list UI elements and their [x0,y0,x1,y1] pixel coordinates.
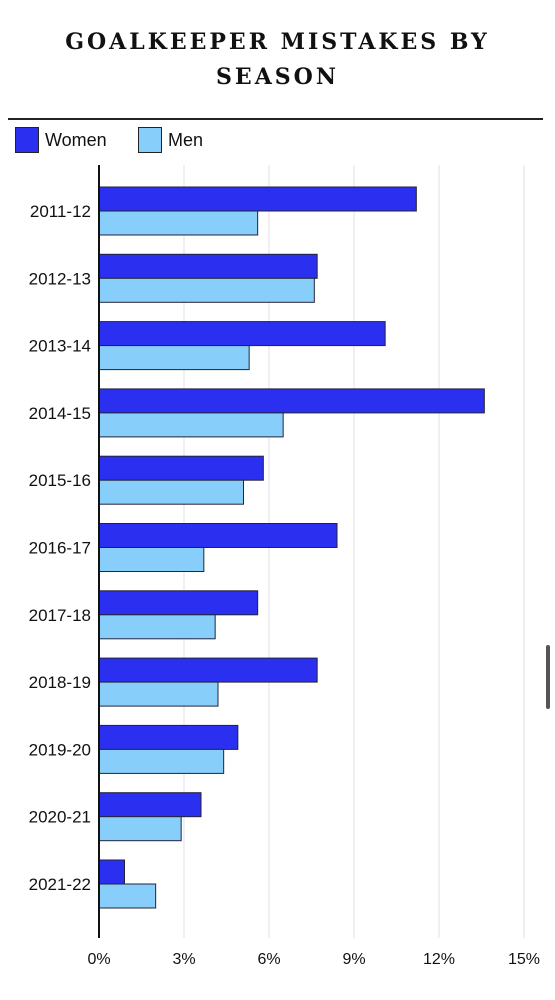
bar-women-2017-18 [98,590,259,616]
bar-men-2014-15 [98,412,284,438]
bar-women-2014-15 [98,388,485,414]
legend-swatch-men [138,127,162,153]
category-label-2020-21: 2020-21 [29,808,91,827]
bar-women-2013-14 [98,321,386,347]
category-label-2019-20: 2019-20 [29,740,91,759]
category-label-2011-12: 2011-12 [30,202,91,221]
x-tick-label-1: 3% [172,951,195,968]
legend-item-women: Women [15,125,107,155]
legend-item-men: Men [138,125,203,155]
bar-men-2018-19 [98,681,219,707]
legend-label-women: Women [45,129,107,150]
bar-women-2018-19 [98,657,318,683]
category-label-2014-15: 2014-15 [29,404,91,423]
bar-men-2016-17 [98,547,205,572]
bar-men-2013-14 [98,345,250,371]
bar-women-2016-17 [98,523,338,548]
scrollbar[interactable] [546,645,550,709]
bar-men-2019-20 [98,748,225,774]
bar-men-2015-16 [98,479,244,505]
category-label-2018-19: 2018-19 [29,673,91,692]
bar-women-2020-21 [98,792,202,818]
x-tick-label-3: 9% [342,951,365,968]
bar-men-2017-18 [98,614,216,640]
bar-women-2015-16 [98,455,264,481]
title-divider [8,118,543,120]
category-label-2013-14: 2013-14 [29,337,91,356]
chart-title: GOALKEEPER MISTAKES BY SEASON [0,25,555,95]
category-label-2015-16: 2015-16 [29,471,91,490]
category-label-2017-18: 2017-18 [29,606,91,625]
bar-women-2021-22 [98,859,125,885]
category-label-2016-17: 2016-17 [29,539,91,558]
bar-women-2019-20 [98,724,239,750]
bar-men-2021-22 [98,883,157,909]
chart-title-line-2: SEASON [216,64,339,90]
x-tick-label-4: 12% [423,951,455,968]
bar-men-2012-13 [98,277,315,303]
bar-men-2020-21 [98,816,182,842]
x-tick-label-0: 0% [87,951,110,968]
bar-women-2012-13 [98,253,318,279]
legend: Women Men [0,125,555,157]
legend-swatch-women [15,127,39,153]
legend-label-men: Men [168,129,204,150]
x-tick-label-5: 15% [508,951,540,968]
x-tick-label-2: 6% [257,951,280,968]
chart-title-line-1: GOALKEEPER MISTAKES BY [65,29,490,55]
bar-women-2011-12 [98,186,417,212]
category-label-2021-22: 2021-22 [29,875,91,894]
category-label-2012-13: 2012-13 [29,269,91,288]
bar-men-2011-12 [98,210,259,236]
